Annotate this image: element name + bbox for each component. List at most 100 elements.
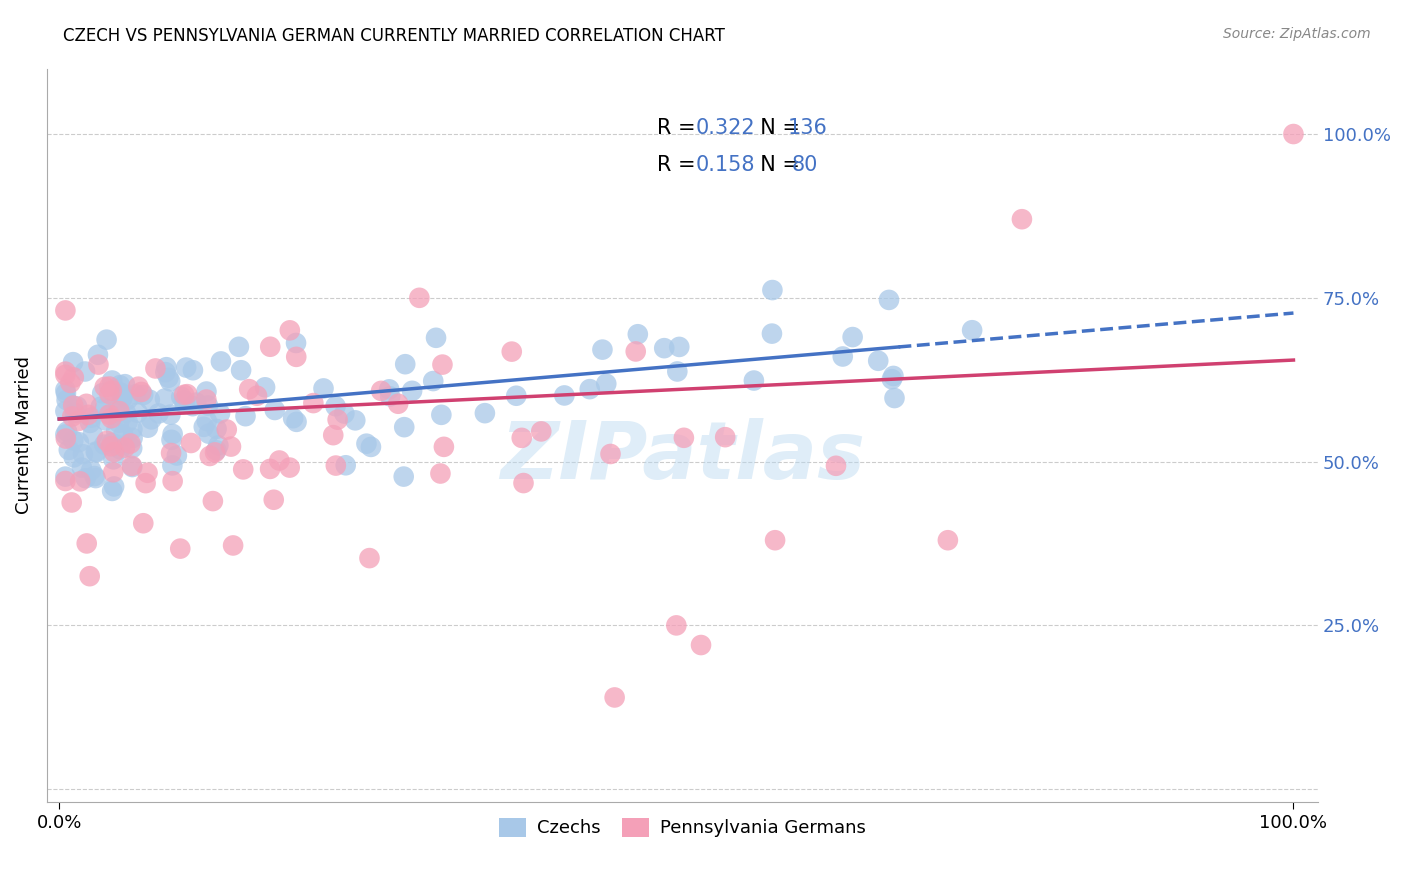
Y-axis label: Currently Married: Currently Married bbox=[15, 357, 32, 515]
Point bbox=[281, 411, 304, 425]
Point bbox=[155, 360, 177, 375]
Point bbox=[1011, 212, 1033, 227]
Point bbox=[103, 465, 125, 479]
Point bbox=[159, 374, 181, 388]
Point bbox=[62, 370, 84, 384]
Point bbox=[761, 326, 783, 341]
Point bbox=[378, 382, 401, 396]
Point bbox=[96, 333, 118, 347]
Point bbox=[173, 397, 195, 411]
Point bbox=[429, 467, 451, 481]
Point bbox=[127, 379, 149, 393]
Point bbox=[55, 386, 77, 401]
Point bbox=[215, 423, 238, 437]
Text: Source: ZipAtlas.com: Source: ZipAtlas.com bbox=[1223, 27, 1371, 41]
Point bbox=[103, 445, 125, 459]
Point bbox=[197, 399, 219, 413]
Point bbox=[201, 494, 224, 508]
Point bbox=[882, 368, 904, 383]
Text: ZIPatlas: ZIPatlas bbox=[501, 418, 865, 497]
Text: N =: N = bbox=[747, 118, 806, 137]
Point bbox=[75, 364, 97, 378]
Point bbox=[110, 392, 132, 407]
Point bbox=[205, 443, 228, 458]
Point bbox=[80, 410, 103, 425]
Point bbox=[195, 392, 218, 407]
Point bbox=[162, 427, 184, 442]
Point bbox=[67, 435, 90, 450]
Point bbox=[91, 386, 114, 401]
Point bbox=[335, 458, 357, 473]
Point bbox=[145, 361, 167, 376]
Point bbox=[100, 411, 122, 425]
Point bbox=[62, 355, 84, 369]
Point bbox=[120, 436, 142, 450]
Point bbox=[235, 409, 257, 424]
Point bbox=[432, 358, 454, 372]
Point bbox=[433, 440, 456, 454]
Point bbox=[62, 434, 84, 448]
Point bbox=[114, 377, 136, 392]
Point bbox=[111, 387, 134, 401]
Point bbox=[344, 413, 367, 427]
Text: 0.158: 0.158 bbox=[696, 155, 755, 175]
Point bbox=[121, 431, 143, 445]
Point bbox=[186, 395, 208, 409]
Point bbox=[90, 400, 112, 414]
Point bbox=[93, 380, 115, 394]
Point bbox=[135, 476, 157, 491]
Point bbox=[326, 412, 349, 426]
Point bbox=[360, 440, 382, 454]
Point bbox=[666, 364, 689, 378]
Point bbox=[121, 441, 143, 455]
Point bbox=[136, 420, 159, 434]
Point bbox=[742, 374, 765, 388]
Point bbox=[627, 327, 650, 342]
Point bbox=[141, 412, 163, 426]
Point bbox=[63, 406, 86, 420]
Point bbox=[66, 400, 89, 414]
Point bbox=[101, 483, 124, 498]
Point bbox=[139, 392, 162, 407]
Point bbox=[55, 303, 77, 318]
Point bbox=[86, 445, 108, 459]
Point bbox=[84, 444, 107, 458]
Point bbox=[370, 384, 392, 398]
Point bbox=[553, 388, 575, 402]
Point bbox=[176, 387, 198, 401]
Point bbox=[665, 618, 688, 632]
Point bbox=[117, 415, 139, 429]
Point bbox=[259, 462, 281, 476]
Point bbox=[690, 638, 713, 652]
Point bbox=[155, 365, 177, 379]
Point bbox=[195, 384, 218, 399]
Point bbox=[312, 381, 335, 395]
Point bbox=[392, 469, 415, 483]
Point bbox=[67, 414, 90, 428]
Point bbox=[96, 434, 118, 448]
Point bbox=[269, 453, 291, 467]
Text: CZECH VS PENNSYLVANIA GERMAN CURRENTLY MARRIED CORRELATION CHART: CZECH VS PENNSYLVANIA GERMAN CURRENTLY M… bbox=[63, 27, 725, 45]
Point bbox=[162, 458, 184, 473]
Point bbox=[761, 283, 783, 297]
Point bbox=[157, 370, 180, 384]
Point bbox=[62, 399, 84, 413]
Point bbox=[55, 383, 77, 397]
Point bbox=[169, 541, 191, 556]
Point bbox=[205, 422, 228, 436]
Point bbox=[174, 360, 197, 375]
Point bbox=[107, 416, 129, 430]
Point bbox=[103, 479, 125, 493]
Point bbox=[111, 389, 134, 403]
Point bbox=[222, 538, 245, 552]
Point bbox=[254, 380, 277, 394]
Point bbox=[198, 449, 221, 463]
Point bbox=[652, 341, 675, 355]
Point bbox=[246, 389, 269, 403]
Point bbox=[101, 435, 124, 450]
Point bbox=[960, 323, 983, 337]
Point bbox=[56, 425, 79, 439]
Point bbox=[408, 291, 430, 305]
Point bbox=[763, 533, 786, 548]
Point bbox=[132, 516, 155, 531]
